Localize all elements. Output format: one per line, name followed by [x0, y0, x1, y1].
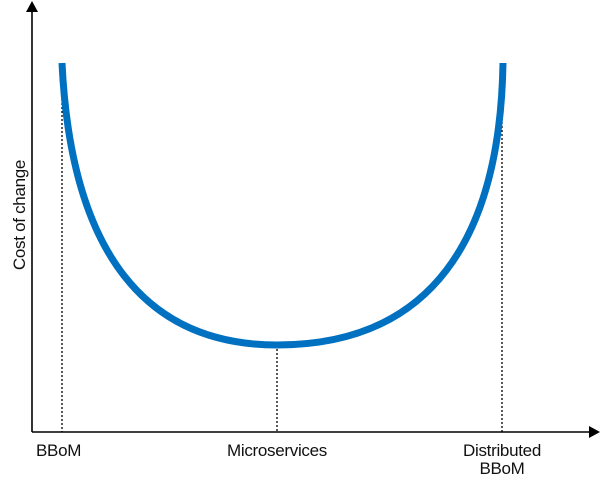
x-tick-bbom: BBoM — [36, 441, 82, 460]
x-axis-arrow-icon — [589, 426, 600, 438]
x-tick-distributed-bbom: Distributed BBoM — [440, 442, 564, 478]
x-tick-distributed-line1: Distributed — [463, 441, 541, 460]
y-axis-arrow-icon — [26, 1, 38, 12]
cost-curve — [58, 62, 507, 349]
x-tick-distributed-line2: BBoM — [479, 459, 525, 478]
x-tick-microservices: Microservices — [226, 441, 327, 460]
y-axis-label: Cost of change — [10, 159, 29, 271]
